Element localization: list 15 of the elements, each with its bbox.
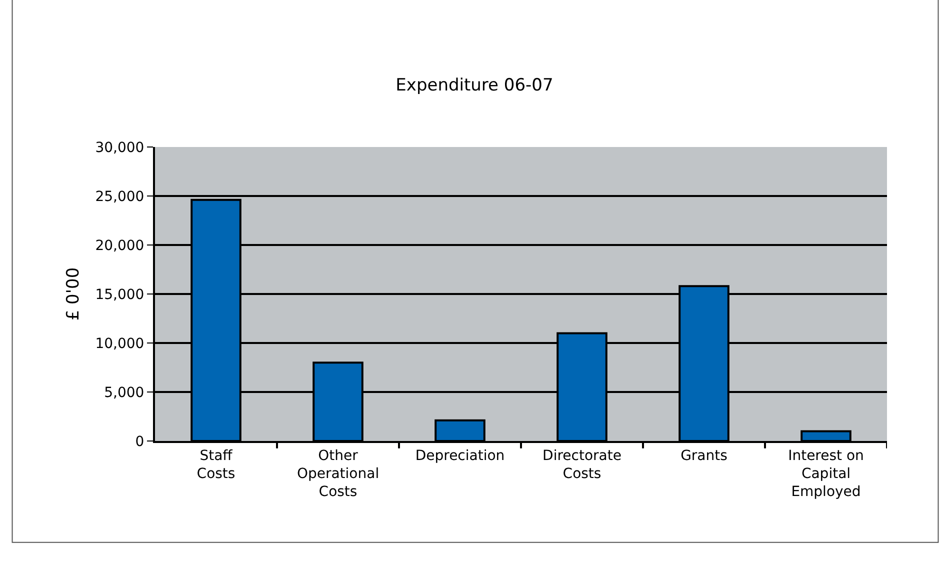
x-tick-label: Interest on Capital Employed (788, 448, 864, 500)
y-tick-label: 25,000 (95, 188, 144, 205)
y-tick-label: 15,000 (95, 286, 144, 303)
y-axis-title: £ 0'00 (63, 267, 84, 321)
chart-title: Expenditure 06-07 (396, 76, 554, 96)
y-tick-label: 10,000 (95, 336, 144, 352)
y-tick-label: 5,000 (104, 384, 144, 401)
x-tick-label: Directorate Costs (542, 448, 622, 482)
y-tick-label: 0 (135, 434, 144, 450)
y-tick-label: 30,000 (95, 140, 144, 156)
y-tick-label: 20,000 (95, 238, 144, 254)
x-tick-label: Depreciation (415, 448, 505, 464)
x-tick-label: Other Operational Costs (296, 448, 380, 500)
x-tick-label: Staff Costs (196, 448, 236, 482)
x-tick-label: Grants (680, 448, 728, 464)
